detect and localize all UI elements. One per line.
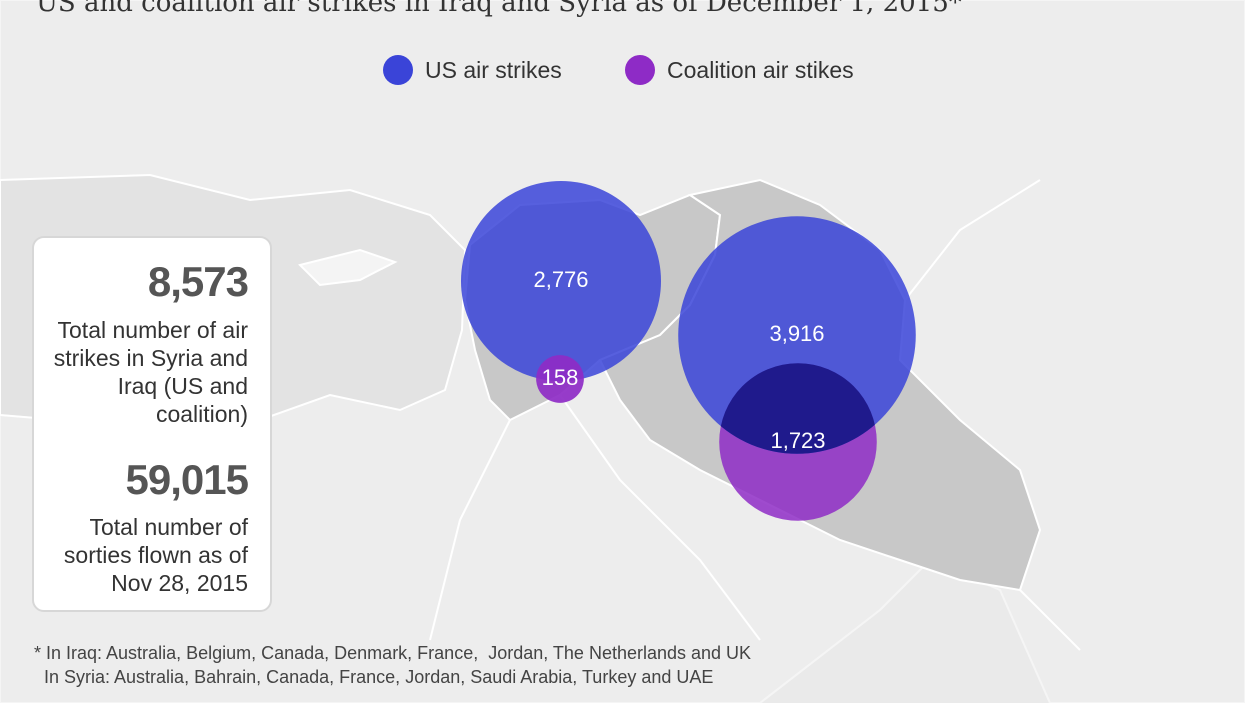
iraq-coalition-label: 1,723 bbox=[770, 428, 825, 453]
cyprus bbox=[298, 248, 398, 287]
legend-label: Coalition air stikes bbox=[667, 56, 854, 83]
iraq-overlap-area bbox=[719, 363, 877, 454]
legend-coalition-air-strikes: Coalition air stikes bbox=[625, 55, 854, 85]
syria-us-bubble bbox=[461, 181, 661, 381]
total-sorties-value: 59,015 bbox=[125, 456, 249, 503]
footnote-syria: In Syria: Australia, Bahrain, Canada, Fr… bbox=[34, 667, 714, 687]
footnote: * In Iraq: Australia, Belgium, Canada, D… bbox=[34, 641, 751, 689]
iraq-us-label: 3,916 bbox=[769, 321, 824, 346]
legend-dot-icon bbox=[383, 55, 413, 85]
legend-us-air-strikes: US air strikes bbox=[383, 55, 562, 85]
syria-coalition-label: 158 bbox=[542, 365, 579, 390]
legend-label: US air strikes bbox=[425, 56, 562, 83]
legend-dot-icon bbox=[625, 55, 655, 85]
footnote-iraq: * In Iraq: Australia, Belgium, Canada, D… bbox=[34, 643, 752, 663]
syria-us-label: 2,776 bbox=[533, 267, 588, 292]
total-air-strikes-value: 8,573 bbox=[147, 258, 249, 305]
total-air-strikes-description: Total number of air strikes in Syria and… bbox=[53, 317, 248, 427]
strike-bubbles: 2,776 158 3,916 1,723 bbox=[461, 181, 916, 521]
infographic-title: US and coalition air strikes in Iraq and… bbox=[36, 0, 962, 18]
syria-coalition-bubble bbox=[536, 355, 584, 403]
stats-panel: 8,573 Total number of air strikes in Syr… bbox=[32, 236, 272, 612]
border-lines bbox=[429, 179, 1081, 651]
total-sorties-description: Total number of sorties flown as of Nov … bbox=[63, 514, 248, 596]
